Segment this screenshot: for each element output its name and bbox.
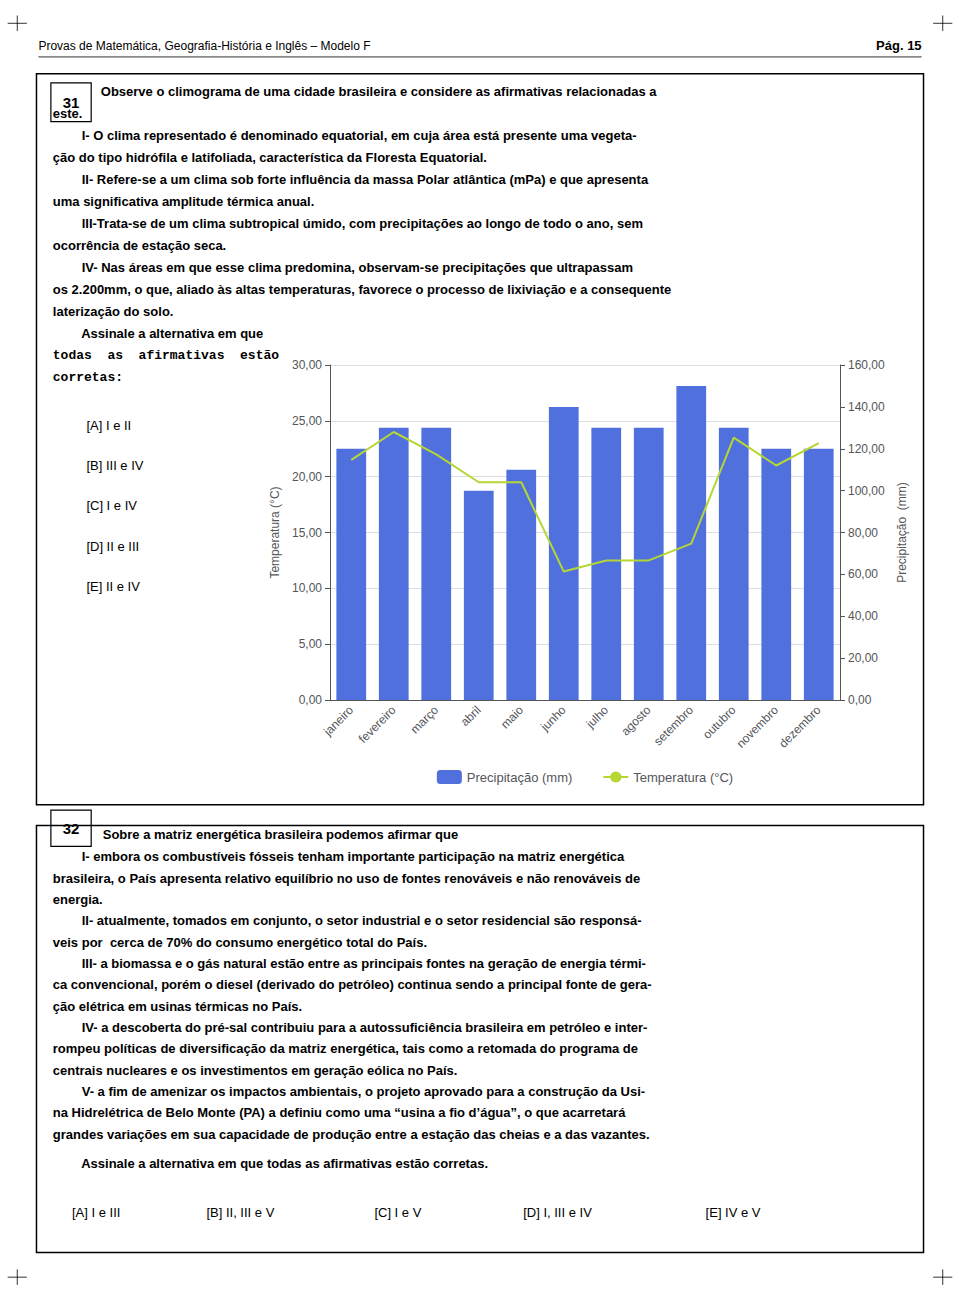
svg-text:novembro: novembro	[734, 703, 782, 751]
svg-text:ção elétrica em usinas térmica: ção elétrica em usinas térmicas no País.	[53, 999, 302, 1014]
svg-text:julho: julho	[583, 703, 612, 732]
svg-text:veis por cerca de 70% do cons: veis por cerca de 70% do consumo energét…	[53, 935, 427, 950]
svg-text:140,00: 140,00	[848, 400, 885, 414]
svg-text:IV- Nas áreas em que esse clim: IV- Nas áreas em que esse clima predomin…	[53, 260, 633, 275]
svg-text:junho: junho	[537, 703, 569, 735]
svg-text:0,00: 0,00	[299, 693, 323, 707]
svg-text:todas as afirmativas estão: todas as afirmativas estão	[53, 348, 279, 363]
svg-text:março: março	[408, 703, 442, 737]
svg-text:32: 32	[63, 820, 80, 837]
svg-text:abril: abril	[458, 703, 484, 729]
svg-text:[E] II e IV: [E] II e IV	[86, 579, 140, 594]
svg-text:40,00: 40,00	[848, 609, 878, 623]
svg-text:brasileira, o País apresenta r: brasileira, o País apresenta relativo eq…	[53, 871, 640, 886]
svg-text:Observe o climograma de uma ci: Observe o climograma de uma cidade brasi…	[101, 84, 657, 99]
svg-text:IV- a descoberta do pré-sal co: IV- a descoberta do pré-sal contribuiu p…	[53, 1020, 648, 1035]
svg-text:ocorrência de estação seca.: ocorrência de estação seca.	[53, 238, 226, 253]
svg-text:Precipitação (mm): Precipitação (mm)	[895, 482, 909, 583]
svg-text:este.: este.	[53, 106, 83, 121]
svg-text:120,00: 120,00	[848, 442, 885, 456]
svg-text:160,00: 160,00	[848, 358, 885, 372]
svg-text:[A] I e II: [A] I e II	[86, 418, 131, 433]
svg-text:[B] II, III e V: [B] II, III e V	[206, 1205, 274, 1220]
svg-text:10,00: 10,00	[292, 581, 322, 595]
svg-text:centrais nucleares e os invest: centrais nucleares e os investimentos em…	[53, 1063, 458, 1078]
svg-text:20,00: 20,00	[848, 651, 878, 665]
svg-text:ca convencional, porém o diese: ca convencional, porém o diesel (derivad…	[53, 977, 652, 992]
svg-text:Temperatura (°C): Temperatura (°C)	[268, 486, 282, 578]
svg-text:[E] IV e V: [E] IV e V	[706, 1205, 761, 1220]
svg-text:15,00: 15,00	[292, 526, 322, 540]
svg-text:V- a fim de amenizar os impact: V- a fim de amenizar os impactos ambient…	[53, 1084, 645, 1099]
svg-text:laterização do solo.: laterização do solo.	[53, 304, 174, 319]
svg-text:100,00: 100,00	[848, 484, 885, 498]
svg-text:os 2.200mm, o que, aliado às a: os 2.200mm, o que, aliado às altas tempe…	[53, 282, 671, 297]
svg-text:na Hidrelétrica de Belo Monte: na Hidrelétrica de Belo Monte (PA) a def…	[53, 1105, 626, 1120]
svg-text:Pág. 15: Pág. 15	[876, 38, 922, 53]
svg-text:Assinale a alternativa em que: Assinale a alternativa em que	[53, 326, 263, 341]
svg-text:II- Refere-se a um clima sob f: II- Refere-se a um clima sob forte influ…	[53, 172, 649, 187]
svg-text:III- a biomassa e o gás natura: III- a biomassa e o gás natural estão en…	[53, 956, 646, 971]
svg-text:[D] II e III: [D] II e III	[86, 539, 139, 554]
svg-text:uma significativa amplitude té: uma significativa amplitude térmica anua…	[53, 194, 315, 209]
svg-text:0,00: 0,00	[848, 693, 872, 707]
svg-text:ção do tipo hidrófila e latifo: ção do tipo hidrófila e latifoliada, car…	[53, 150, 487, 165]
svg-text:[D] I, III e IV: [D] I, III e IV	[523, 1205, 592, 1220]
svg-text:Assinale a alternativa em que: Assinale a alternativa em que todas as a…	[53, 1156, 488, 1171]
svg-text:III-Trata-se de um clima subtr: III-Trata-se de um clima subtropical úmi…	[53, 216, 643, 231]
svg-text:25,00: 25,00	[292, 414, 322, 428]
svg-text:corretas:: corretas:	[53, 370, 123, 385]
svg-text:[A] I e III: [A] I e III	[72, 1205, 120, 1220]
svg-text:[B] III e IV: [B] III e IV	[86, 458, 143, 473]
svg-text:outubro: outubro	[700, 703, 739, 742]
svg-text:I- O clima representado é deno: I- O clima representado é denominado equ…	[53, 128, 637, 143]
svg-text:20,00: 20,00	[292, 470, 322, 484]
svg-text:5,00: 5,00	[299, 637, 323, 651]
svg-text:Sobre a matriz energética bras: Sobre a matriz energética brasileira pod…	[103, 827, 458, 842]
svg-text:I- embora os combustíveis fóss: I- embora os combustíveis fósseis tenham…	[53, 849, 625, 864]
svg-text:energia.: energia.	[53, 892, 103, 907]
svg-text:80,00: 80,00	[848, 526, 878, 540]
svg-text:agosto: agosto	[618, 703, 654, 739]
svg-text:dezembro: dezembro	[776, 703, 824, 751]
svg-text:setembro: setembro	[651, 703, 696, 748]
svg-text:grandes variações em sua capac: grandes variações em sua capacidade de p…	[53, 1127, 650, 1142]
svg-text:fevereiro: fevereiro	[356, 703, 399, 746]
svg-text:[C] I e V: [C] I e V	[374, 1205, 421, 1220]
svg-text:Precipitação (mm): Precipitação (mm)	[467, 770, 572, 785]
svg-text:[C] I e IV: [C] I e IV	[86, 498, 137, 513]
svg-text:II- atualmente, tomados em con: II- atualmente, tomados em conjunto, o s…	[53, 913, 642, 928]
svg-text:janeiro: janeiro	[320, 703, 356, 739]
svg-text:31: 31	[62, 93, 80, 111]
svg-text:30,00: 30,00	[292, 358, 322, 372]
svg-text:60,00: 60,00	[848, 567, 878, 581]
svg-text:rompeu políticas de diversific: rompeu políticas de diversificação da ma…	[53, 1041, 638, 1056]
svg-text:maio: maio	[498, 703, 527, 732]
svg-text:Temperatura (°C): Temperatura (°C)	[633, 770, 733, 785]
svg-text:Provas de Matemática, Geografi: Provas de Matemática, Geografia-História…	[38, 39, 370, 53]
